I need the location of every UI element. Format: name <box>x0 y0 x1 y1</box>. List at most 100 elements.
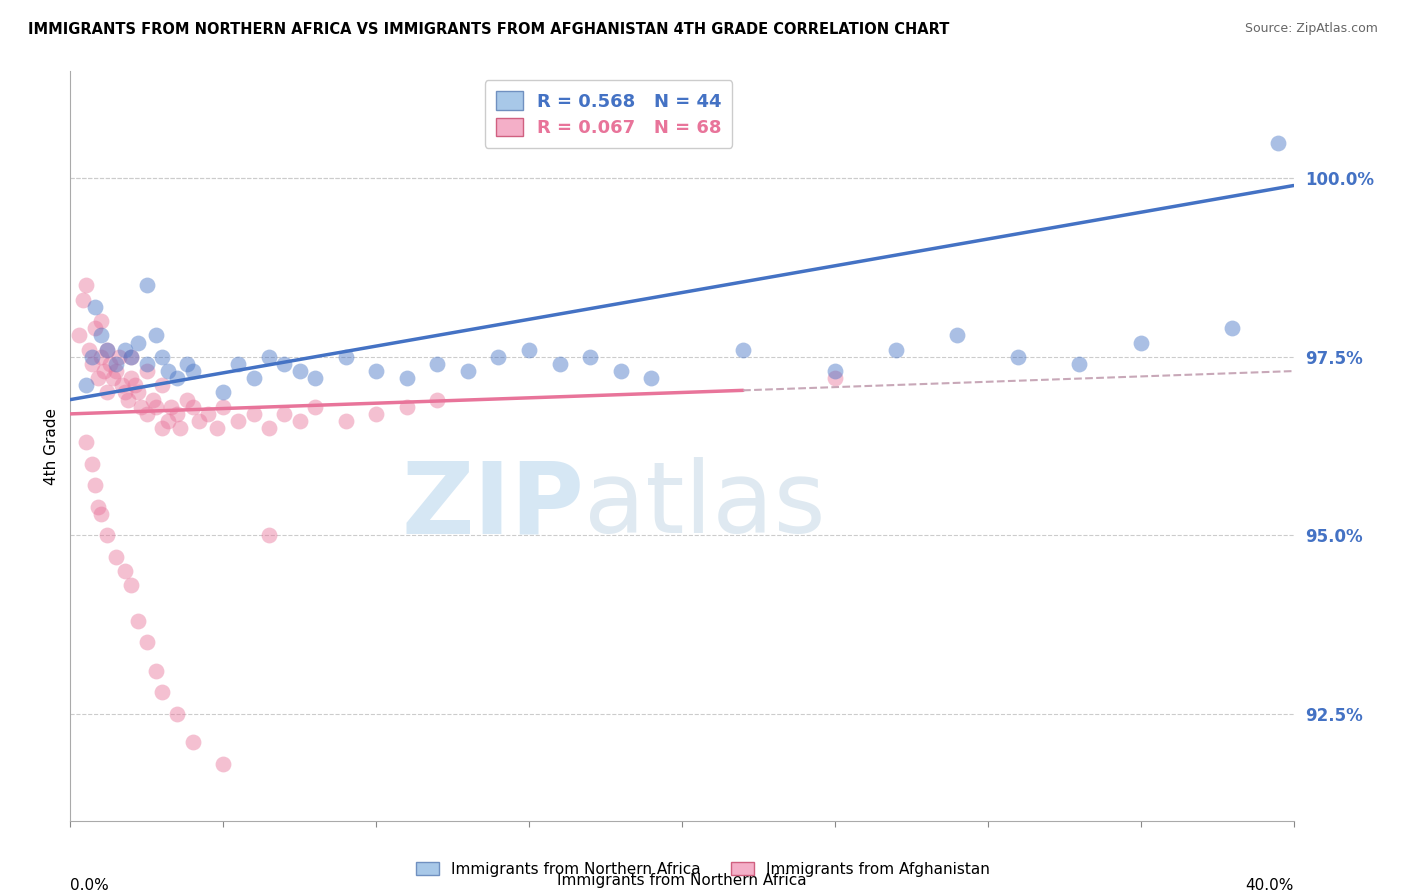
Point <box>83 300 105 314</box>
Point <box>135 364 157 378</box>
Point <box>1069 357 1091 371</box>
Point <box>160 400 183 414</box>
Point <box>176 392 198 407</box>
Point <box>157 364 180 378</box>
Point <box>75 435 97 450</box>
Point <box>366 364 388 378</box>
Point <box>83 321 105 335</box>
Point <box>1007 350 1029 364</box>
Point <box>335 414 357 428</box>
Point <box>114 343 136 357</box>
Point <box>169 421 191 435</box>
Point <box>114 564 136 578</box>
Point <box>135 357 157 371</box>
Point <box>548 357 571 371</box>
Point <box>205 421 228 435</box>
Point <box>98 357 121 371</box>
Point <box>75 278 97 293</box>
Point <box>96 343 118 357</box>
Point <box>80 357 103 371</box>
Point <box>288 414 311 428</box>
Text: Immigrants from Northern Africa: Immigrants from Northern Africa <box>557 873 807 888</box>
Point <box>166 371 188 385</box>
Point <box>72 293 94 307</box>
Point <box>212 385 235 400</box>
Point <box>127 335 149 350</box>
Point <box>166 706 188 721</box>
Point <box>101 371 124 385</box>
Point <box>96 385 118 400</box>
Y-axis label: 4th Grade: 4th Grade <box>44 408 59 484</box>
Point <box>395 371 418 385</box>
Point <box>187 414 209 428</box>
Legend: Immigrants from Northern Africa, Immigrants from Afghanistan: Immigrants from Northern Africa, Immigra… <box>408 854 998 884</box>
Point <box>87 500 110 514</box>
Point <box>127 385 149 400</box>
Point <box>69 328 91 343</box>
Legend: R = 0.568   N = 44, R = 0.067   N = 68: R = 0.568 N = 44, R = 0.067 N = 68 <box>485 80 733 148</box>
Point <box>145 328 167 343</box>
Point <box>824 371 846 385</box>
Point <box>142 392 165 407</box>
Point <box>610 364 633 378</box>
Point <box>243 371 266 385</box>
Point <box>212 400 235 414</box>
Point <box>243 407 266 421</box>
Point <box>114 385 136 400</box>
Point <box>105 357 128 371</box>
Point <box>145 664 167 678</box>
Point <box>127 614 149 628</box>
Text: atlas: atlas <box>583 458 825 555</box>
Point <box>150 685 173 699</box>
Point <box>121 350 143 364</box>
Point <box>96 343 118 357</box>
Point <box>946 328 969 343</box>
Point <box>335 350 357 364</box>
Point <box>426 357 449 371</box>
Text: IMMIGRANTS FROM NORTHERN AFRICA VS IMMIGRANTS FROM AFGHANISTAN 4TH GRADE CORRELA: IMMIGRANTS FROM NORTHERN AFRICA VS IMMIG… <box>28 22 949 37</box>
Point <box>257 350 280 364</box>
Point <box>1129 335 1152 350</box>
Point <box>1220 321 1243 335</box>
Point <box>77 343 100 357</box>
Point <box>273 357 295 371</box>
Point <box>426 392 449 407</box>
Point <box>108 350 131 364</box>
Point <box>150 421 173 435</box>
Point <box>517 343 540 357</box>
Point <box>181 735 204 749</box>
Point <box>228 414 250 428</box>
Point <box>824 364 846 378</box>
Point <box>75 378 97 392</box>
Point <box>288 364 311 378</box>
Point <box>304 400 326 414</box>
Point <box>157 414 180 428</box>
Text: 0.0%: 0.0% <box>70 878 110 892</box>
Point <box>121 350 143 364</box>
Point <box>129 400 152 414</box>
Point <box>135 278 157 293</box>
Point <box>640 371 662 385</box>
Point <box>884 343 907 357</box>
Point <box>80 457 103 471</box>
Point <box>366 407 388 421</box>
Point <box>150 378 173 392</box>
Point <box>212 756 235 771</box>
Point <box>257 421 280 435</box>
Point <box>457 364 479 378</box>
Point <box>579 350 602 364</box>
Point <box>228 357 250 371</box>
Point <box>96 528 118 542</box>
Point <box>150 350 173 364</box>
Point <box>111 378 134 392</box>
Point <box>176 357 198 371</box>
Text: Source: ZipAtlas.com: Source: ZipAtlas.com <box>1244 22 1378 36</box>
Point <box>105 364 128 378</box>
Text: 40.0%: 40.0% <box>1246 878 1294 892</box>
Point <box>117 392 139 407</box>
Point <box>90 328 112 343</box>
Point <box>93 364 115 378</box>
Point <box>145 400 167 414</box>
Point <box>121 578 143 592</box>
Point <box>135 407 157 421</box>
